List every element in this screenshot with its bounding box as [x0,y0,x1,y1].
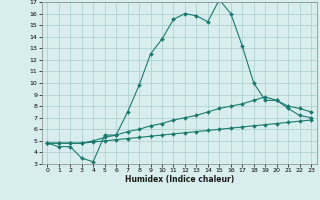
X-axis label: Humidex (Indice chaleur): Humidex (Indice chaleur) [124,175,234,184]
